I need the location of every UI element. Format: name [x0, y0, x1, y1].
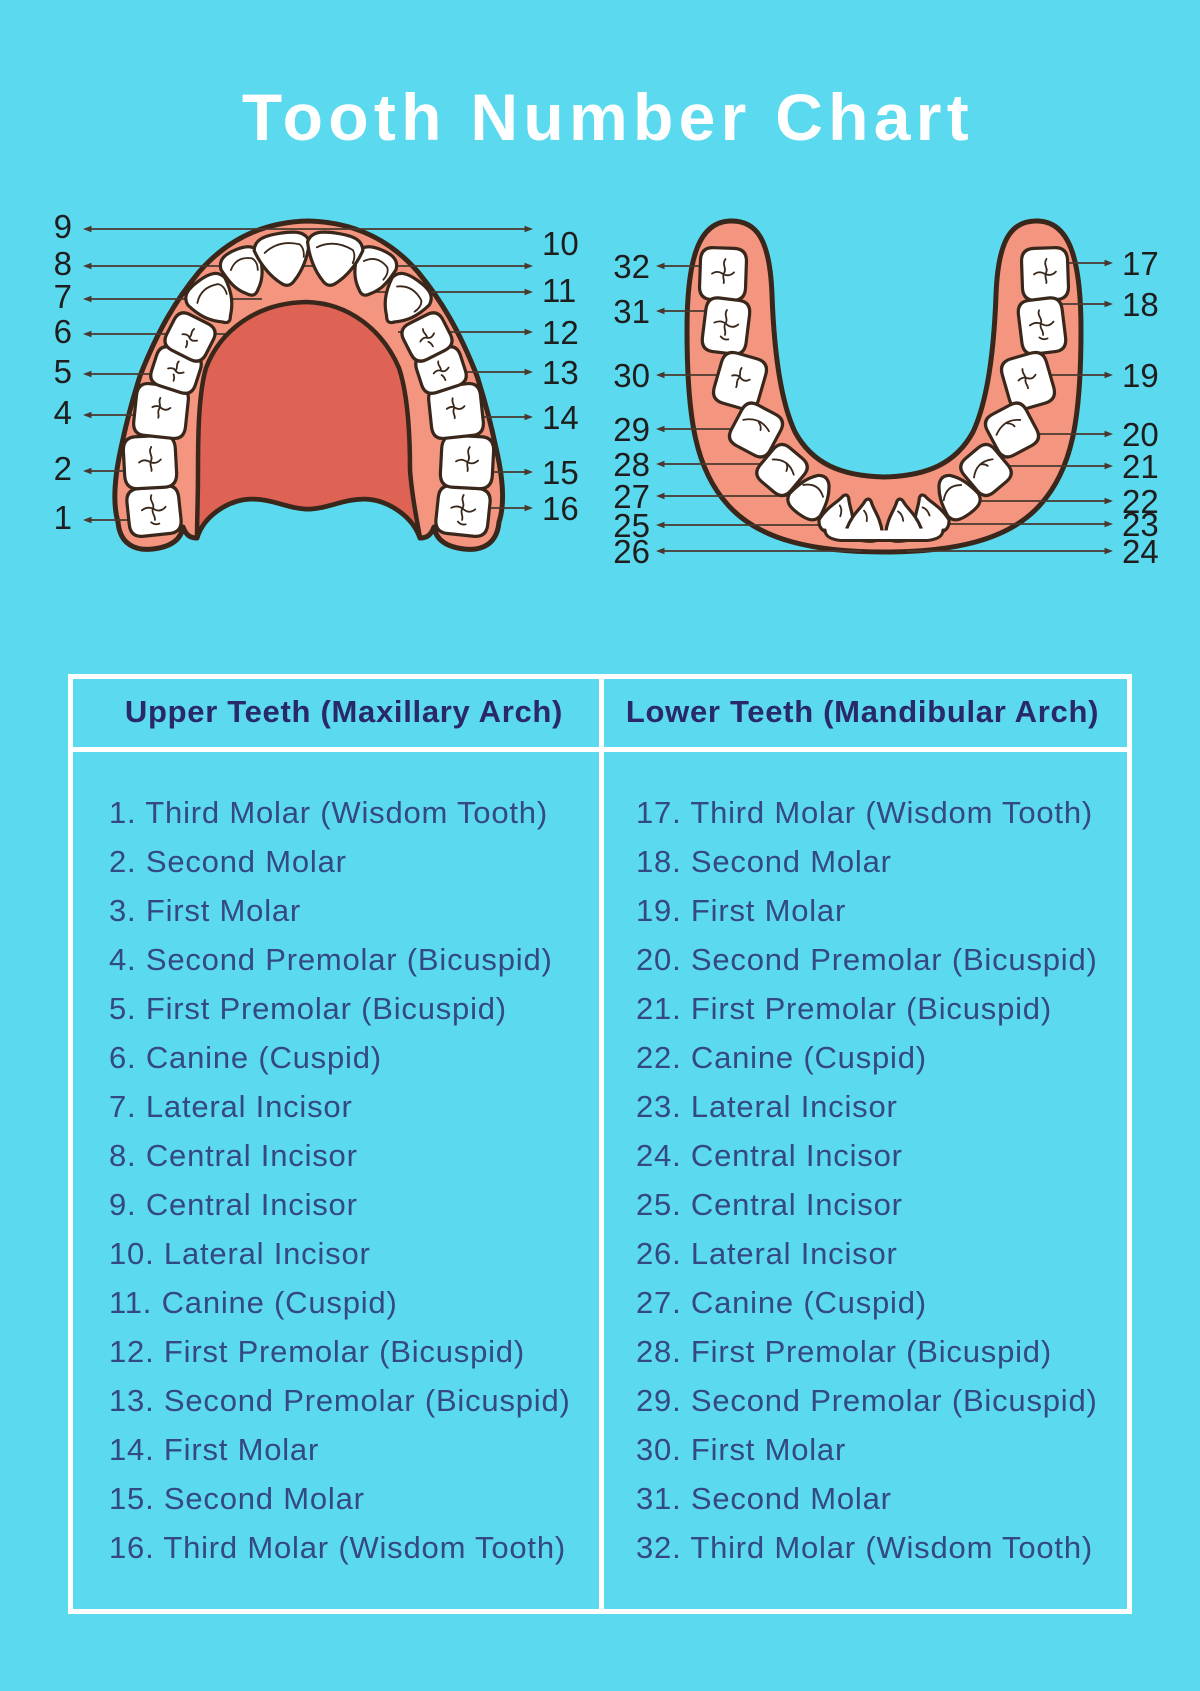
svg-text:31: 31 [613, 293, 650, 330]
svg-text:32: 32 [613, 248, 650, 285]
svg-text:2: 2 [54, 450, 72, 487]
svg-text:7: 7 [54, 278, 72, 315]
svg-text:20: 20 [1122, 416, 1159, 453]
svg-text:12: 12 [542, 314, 579, 351]
svg-text:24: 24 [1122, 533, 1159, 570]
svg-text:26: 26 [613, 533, 650, 570]
svg-text:23: 23 [1122, 506, 1159, 543]
svg-text:19: 19 [1122, 357, 1159, 394]
svg-text:1: 1 [54, 499, 72, 536]
svg-text:22: 22 [1122, 483, 1159, 520]
svg-text:29: 29 [613, 411, 650, 448]
svg-text:13: 13 [542, 354, 579, 391]
svg-text:9: 9 [54, 208, 72, 245]
svg-text:10: 10 [542, 225, 579, 262]
svg-text:11: 11 [542, 272, 576, 309]
svg-text:17: 17 [1122, 245, 1159, 282]
svg-text:18: 18 [1122, 286, 1159, 323]
svg-text:4: 4 [54, 394, 72, 431]
svg-text:14: 14 [542, 399, 579, 436]
svg-text:16: 16 [542, 490, 579, 527]
svg-text:28: 28 [613, 446, 650, 483]
svg-text:21: 21 [1122, 448, 1159, 485]
svg-text:5: 5 [54, 353, 72, 390]
svg-text:25: 25 [613, 507, 650, 544]
svg-text:15: 15 [542, 454, 579, 491]
svg-text:6: 6 [54, 313, 72, 350]
svg-text:27: 27 [613, 478, 650, 515]
svg-text:8: 8 [54, 245, 72, 282]
svg-text:30: 30 [613, 357, 650, 394]
